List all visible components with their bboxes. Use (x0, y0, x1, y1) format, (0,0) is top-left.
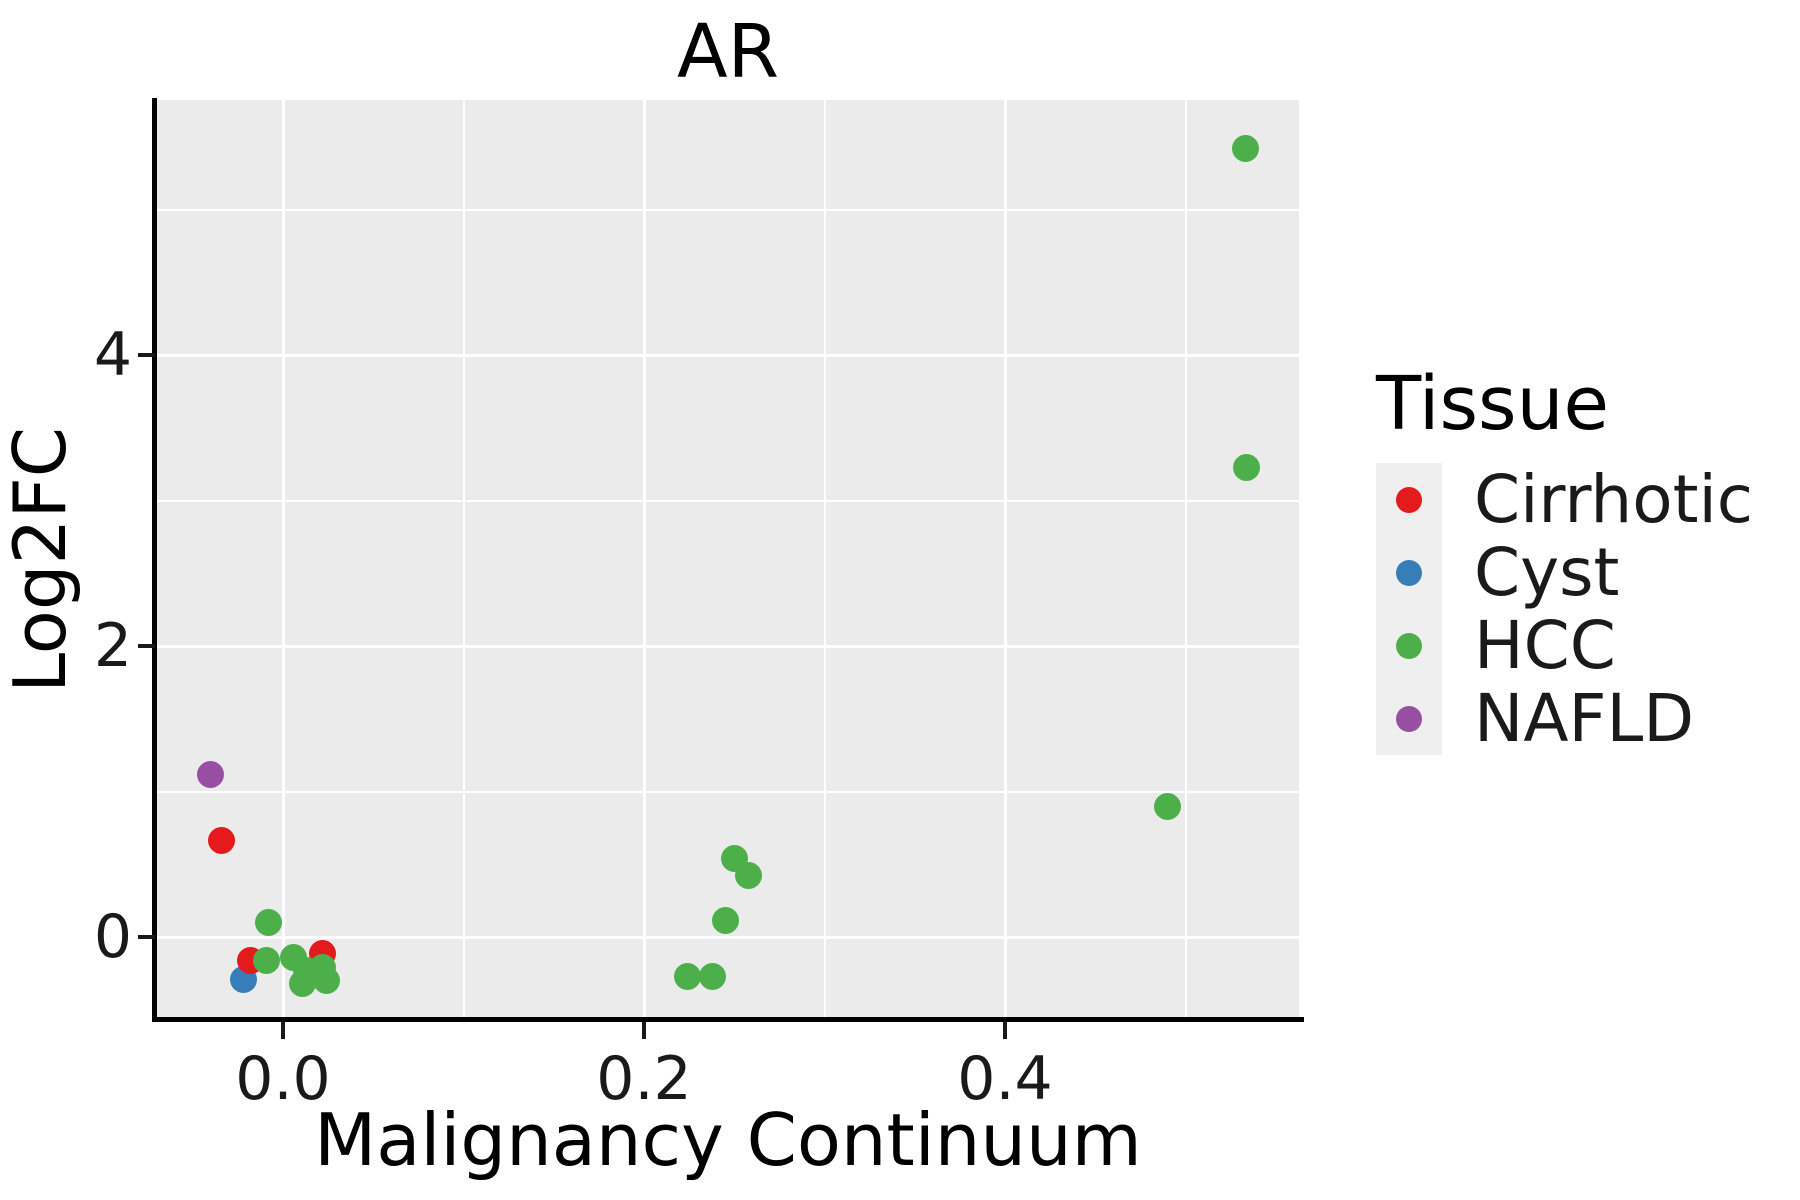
x-gridline-major (281, 100, 285, 1019)
y-tick-label: 2 (93, 611, 132, 681)
data-point-hcc (711, 907, 739, 935)
y-tick-mark (138, 935, 155, 939)
x-gridline-major (642, 100, 646, 1019)
x-tick-label: 0.0 (235, 1044, 331, 1114)
x-tick-label: 0.2 (596, 1044, 692, 1114)
x-tick-label: 0.4 (957, 1044, 1053, 1114)
data-point-hcc (1231, 134, 1259, 162)
y-tick-mark (138, 644, 155, 648)
legend-item-cirrhotic: Cirrhotic (1376, 461, 1754, 539)
legend-key (1376, 682, 1442, 756)
data-point-hcc (1153, 792, 1181, 820)
y-axis-title: Log2FC (0, 426, 82, 694)
x-gridline-minor (823, 100, 826, 1019)
legend-item-label: Cyst (1474, 534, 1620, 612)
x-gridline-minor (462, 100, 465, 1019)
x-axis-title: Malignancy Continuum (314, 1098, 1142, 1182)
y-axis-line (152, 98, 157, 1022)
legend-items: Cirrhotic Cyst HCC NAFLD (1376, 461, 1754, 758)
data-point-hcc (255, 908, 283, 936)
legend: Tissue Cirrhotic Cyst HCC NAFLD (1376, 361, 1754, 758)
x-tick-mark (1003, 1022, 1007, 1039)
x-tick-mark (281, 1022, 285, 1039)
y-gridline-major (157, 644, 1299, 648)
data-point-hcc (253, 946, 281, 974)
data-point-hcc (735, 862, 763, 890)
legend-item-label: NAFLD (1474, 680, 1695, 758)
legend-item-label: HCC (1474, 607, 1616, 685)
plot-title: AR (676, 9, 780, 95)
data-point-nafld (197, 760, 225, 788)
legend-title: Tissue (1376, 361, 1610, 447)
hcc-legend-dot-icon (1396, 632, 1422, 659)
y-gridline-major (157, 353, 1299, 357)
y-tick-label: 4 (93, 320, 132, 390)
cyst-legend-dot-icon (1396, 559, 1422, 586)
x-tick-mark (642, 1022, 646, 1039)
legend-key (1376, 536, 1442, 610)
x-gridline-major (1003, 100, 1007, 1019)
x-gridline-minor (1184, 100, 1187, 1019)
x-axis-line (152, 1017, 1304, 1022)
legend-key (1376, 463, 1442, 537)
data-point-hcc (312, 967, 340, 995)
data-point-cirrhotic (208, 827, 236, 855)
data-point-hcc (673, 962, 701, 990)
legend-item-hcc: HCC (1376, 607, 1753, 685)
legend-key (1376, 609, 1442, 683)
cirrhotic-legend-dot-icon (1396, 486, 1422, 513)
y-gridline-minor (157, 499, 1299, 502)
legend-item-label: Cirrhotic (1474, 461, 1754, 539)
plot-panel (157, 100, 1299, 1019)
y-gridline-minor (157, 790, 1299, 793)
legend-item-nafld: NAFLD (1376, 680, 1753, 758)
y-gridline-minor (157, 208, 1299, 211)
y-gridline-major (157, 935, 1299, 939)
data-point-hcc (699, 962, 727, 990)
nafld-legend-dot-icon (1396, 705, 1422, 732)
legend-item-cyst: Cyst (1376, 534, 1753, 612)
y-tick-label: 0 (93, 902, 132, 972)
data-point-hcc (1233, 453, 1261, 481)
y-tick-mark (138, 353, 155, 357)
